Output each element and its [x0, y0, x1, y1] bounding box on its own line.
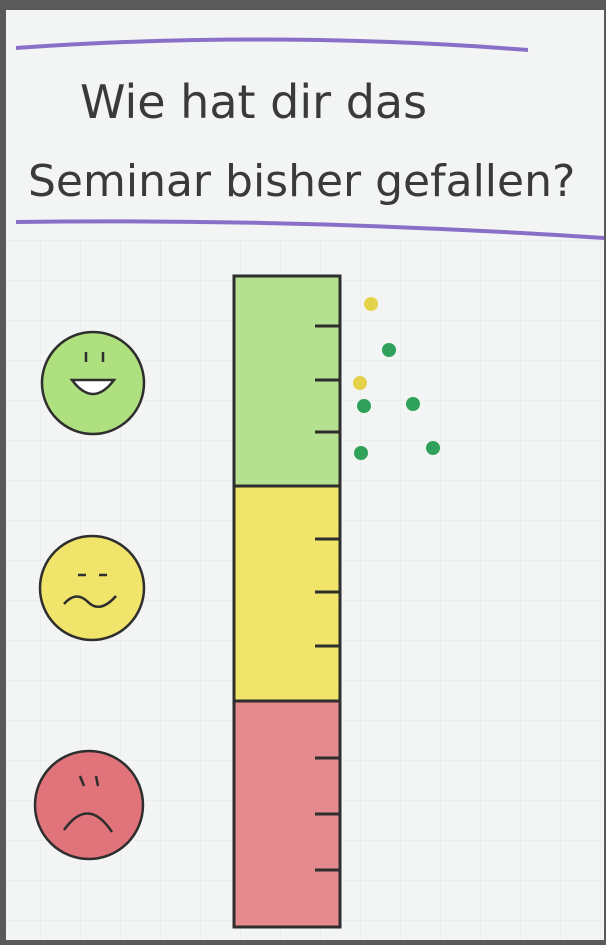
title-line: Seminar bisher gefallen?: [28, 156, 575, 207]
sad-face: [35, 751, 143, 859]
flipchart-photo: Wie hat dir das Seminar bisher gefallen?: [0, 0, 606, 945]
neutral-face: [40, 536, 144, 640]
page: Wie hat dir das Seminar bisher gefallen?: [0, 0, 606, 945]
happy-face: [42, 332, 144, 434]
title-line: Wie hat dir das: [80, 75, 427, 129]
scale: [234, 276, 340, 927]
